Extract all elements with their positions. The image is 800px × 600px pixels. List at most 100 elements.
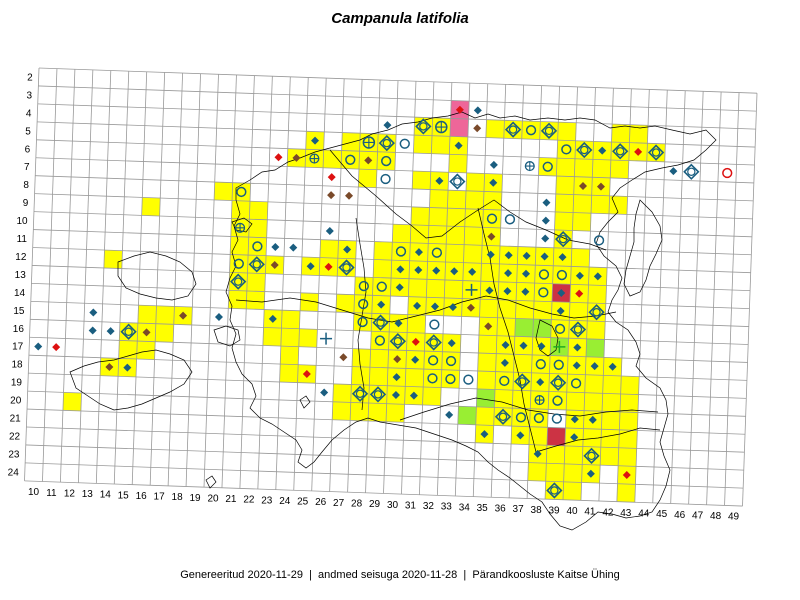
marker-circle-shape xyxy=(538,287,549,298)
marker-dot-shape xyxy=(413,301,422,310)
marker-diamond-outline xyxy=(569,321,587,338)
marker-dot xyxy=(106,327,115,336)
occupied-cell xyxy=(280,328,300,347)
marker-circle xyxy=(427,355,439,366)
grid-line-horizontal xyxy=(31,283,750,309)
marker-circle-shape xyxy=(580,145,589,155)
county-border-west xyxy=(355,217,367,411)
marker-circle xyxy=(515,412,527,423)
x-axis-label: 18 xyxy=(172,492,184,503)
occupied-cell xyxy=(479,299,499,318)
occupied-cell xyxy=(587,302,606,322)
marker-dot xyxy=(541,216,550,225)
marker-dot xyxy=(292,153,301,162)
x-axis-label: 44 xyxy=(638,509,650,520)
county-border-south xyxy=(399,397,659,421)
marker-dot-shape xyxy=(414,266,423,275)
marker-circle-shape xyxy=(252,260,261,269)
marker-plus-shape xyxy=(553,340,566,353)
y-axis-label: 9 xyxy=(23,198,29,209)
marker-dot-shape xyxy=(487,232,496,241)
marker-dot xyxy=(324,262,333,271)
marker-ring-plus xyxy=(435,120,448,134)
marker-dot-shape xyxy=(516,431,525,440)
marker-circle-shape xyxy=(419,122,428,131)
marker-dot-shape xyxy=(393,355,402,364)
marker-dot xyxy=(271,243,280,252)
marker-dot xyxy=(89,308,98,317)
occupied-cell xyxy=(584,374,604,394)
footer-data-state: andmed seisuga 2020-11-28 xyxy=(318,569,458,581)
grid-line-horizontal xyxy=(28,354,747,381)
occupied-cell xyxy=(620,376,640,395)
occupied-cell xyxy=(350,384,370,404)
marker-dot xyxy=(588,415,597,424)
marker-dot-shape xyxy=(395,283,404,292)
marker-circle xyxy=(445,373,456,385)
occupied-cell xyxy=(262,327,282,347)
marker-plus-shape xyxy=(320,332,333,345)
occupied-cell xyxy=(552,265,572,285)
marker-ring-diamond xyxy=(588,304,605,321)
marker-circle-shape xyxy=(587,451,596,461)
occupied-cell xyxy=(533,301,552,320)
occupied-cell xyxy=(444,279,463,299)
marker-dot xyxy=(593,272,602,281)
marker-ring-diamond xyxy=(583,447,600,464)
marker-dot xyxy=(579,181,588,190)
occupied-cell xyxy=(246,291,265,310)
green-cell xyxy=(457,406,477,425)
marker-dot-shape xyxy=(598,146,607,155)
marker-circle xyxy=(358,298,369,310)
occupied-cell xyxy=(426,279,445,298)
marker-plus xyxy=(465,283,478,296)
occupied-cell xyxy=(422,387,442,406)
occupied-cell xyxy=(610,142,630,161)
marker-dot-shape xyxy=(431,302,439,311)
marker-dot xyxy=(327,191,336,200)
marker-circle xyxy=(556,269,568,281)
marker-diamond-outline xyxy=(647,144,665,161)
occupied-cell xyxy=(155,305,175,325)
marker-plus-shape xyxy=(363,136,375,148)
marker-dot xyxy=(468,267,477,276)
occupied-cell xyxy=(569,302,588,321)
marker-circle-shape xyxy=(518,377,527,386)
vortsjarv-lake-outline xyxy=(535,319,559,357)
occupied-cell xyxy=(587,285,607,304)
occupied-cell xyxy=(370,331,390,350)
occupied-cell xyxy=(574,158,593,178)
marker-circle-shape xyxy=(542,161,553,172)
x-axis-label: 19 xyxy=(189,493,201,504)
marker-dot-shape xyxy=(557,289,566,298)
marker-dot-shape xyxy=(536,378,545,387)
occupied-cell xyxy=(231,200,250,220)
x-axis-label: 39 xyxy=(548,505,560,516)
marker-diamond-outline xyxy=(504,121,522,138)
marker-plus-shape xyxy=(465,283,478,296)
marker-circle-shape xyxy=(236,186,247,198)
occupied-cell xyxy=(609,195,628,215)
marker-circle-shape xyxy=(427,373,438,384)
x-axis-label: 49 xyxy=(728,512,740,523)
marker-ring-diamond xyxy=(338,259,355,276)
marker-dot xyxy=(274,153,283,162)
marker-dot-shape xyxy=(270,260,279,269)
marker-dot xyxy=(522,269,531,278)
occupied-cell xyxy=(248,219,268,238)
marker-dot-shape xyxy=(454,141,463,150)
x-axis-label: 22 xyxy=(243,495,255,506)
grid-line-vertical xyxy=(24,67,40,481)
x-axis-label: 45 xyxy=(656,509,668,520)
grid-line-vertical xyxy=(670,90,686,504)
mainland-outline xyxy=(225,111,717,531)
marker-dot xyxy=(306,262,315,271)
y-axis-label: 10 xyxy=(16,216,28,227)
marker-dot-shape xyxy=(339,353,348,362)
x-axis-label: 24 xyxy=(279,496,291,507)
x-axis-label: 20 xyxy=(207,494,219,505)
grid-line-horizontal xyxy=(37,121,756,148)
marker-dot xyxy=(556,306,565,315)
marker-dot-shape xyxy=(537,342,546,351)
